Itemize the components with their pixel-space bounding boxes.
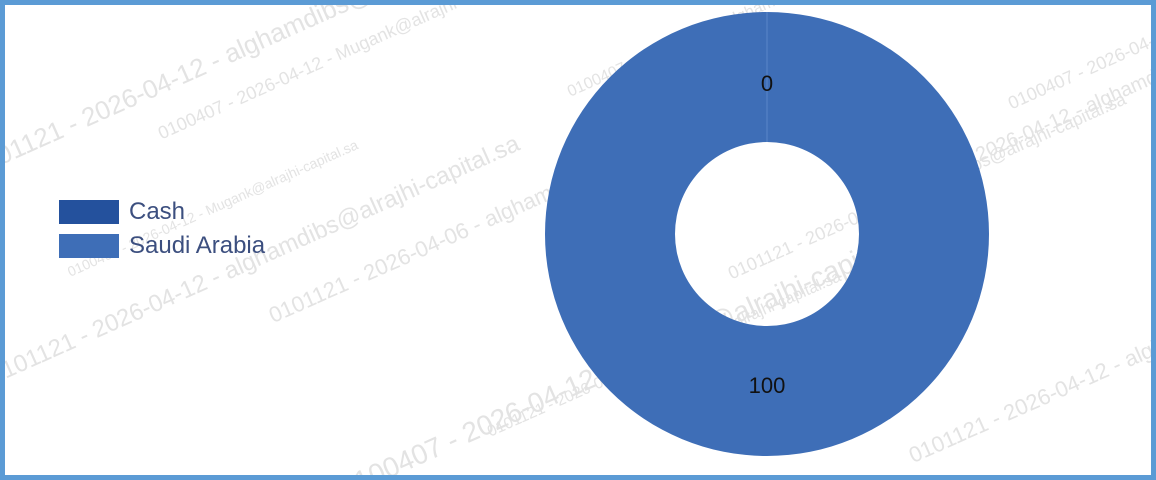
donut-chart: 0 100 <box>545 12 989 456</box>
legend-swatch-saudi-arabia <box>59 234 119 258</box>
chart-legend: Cash Saudi Arabia <box>59 197 265 265</box>
data-label-cash: 0 <box>761 71 773 96</box>
legend-item-cash: Cash <box>59 197 265 227</box>
legend-swatch-cash <box>59 200 119 224</box>
legend-label-saudi-arabia: Saudi Arabia <box>129 232 266 259</box>
data-label-saudi-arabia: 100 <box>749 373 786 398</box>
legend-item-saudi-arabia: Saudi Arabia <box>59 231 265 261</box>
legend-label-cash: Cash <box>129 198 186 225</box>
donut-slice-saudi-arabia <box>545 12 989 456</box>
